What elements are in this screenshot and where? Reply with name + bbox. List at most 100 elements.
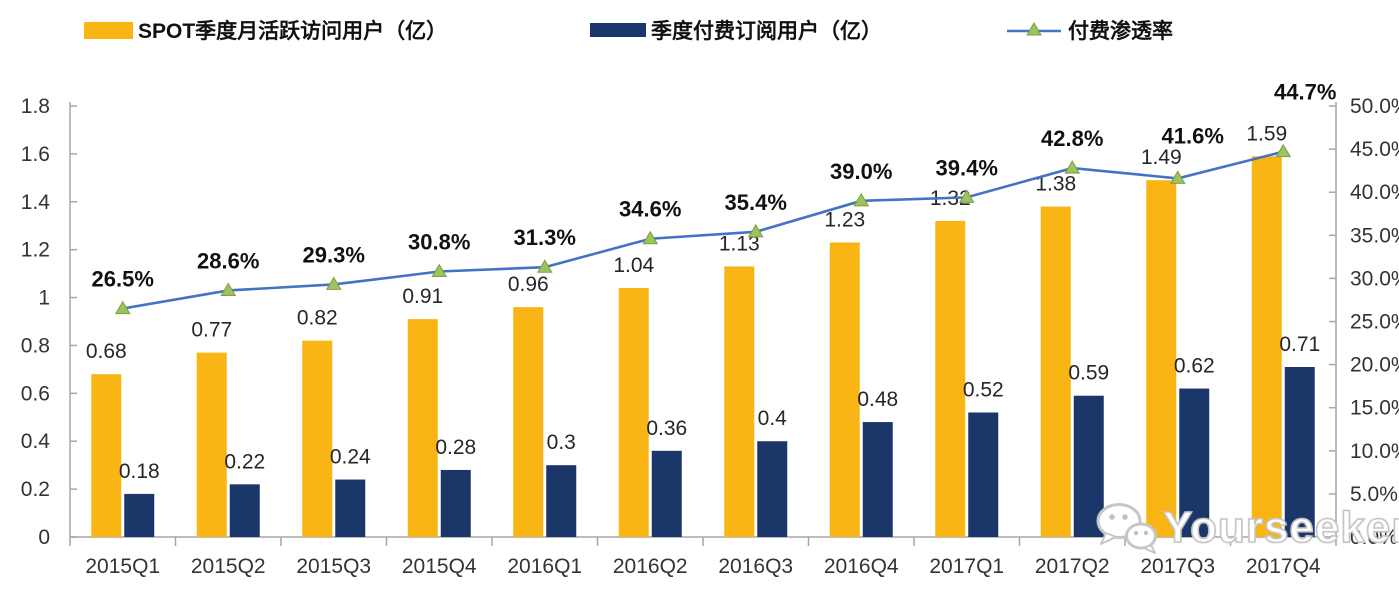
bar-mau <box>196 352 227 537</box>
x-axis-label: 2015Q3 <box>296 555 371 578</box>
x-axis-label: 2017Q3 <box>1140 555 1215 578</box>
left-axis-tick-label: 0.6 <box>21 382 50 405</box>
bar-value-label-mau: 1.23 <box>824 208 865 231</box>
left-axis-tick-label: 0.4 <box>21 430 51 453</box>
bar-value-label-mau: 1.38 <box>1035 173 1076 196</box>
bar-subs <box>651 450 682 537</box>
line-marker-triangle <box>431 263 448 278</box>
penetration-line <box>122 150 1284 310</box>
x-axis-label: 2016Q4 <box>824 555 899 578</box>
legend-item-penetration: 付费渗透率 <box>1005 17 1173 43</box>
penetration-percent-label: 31.3% <box>514 225 576 250</box>
penetration-percent-label: 39.4% <box>936 155 998 180</box>
bar-value-label-subs: 0.36 <box>646 417 687 440</box>
bar-value-label-mau: 0.91 <box>402 285 443 308</box>
right-axis-tick-label: 15.0% <box>1350 397 1399 420</box>
penetration-percent-label: 30.8% <box>408 230 470 255</box>
penetration-percent-label: 41.6% <box>1162 123 1224 148</box>
bar-mau <box>935 220 966 537</box>
bar-subs <box>968 412 999 537</box>
watermark: Yourseeker <box>1093 500 1399 556</box>
bar-subs <box>862 422 893 537</box>
penetration-percent-label: 42.8% <box>1041 126 1103 151</box>
bar-mau <box>618 287 649 537</box>
legend-swatch-mau-bar <box>84 21 133 39</box>
bar-value-label-mau: 0.77 <box>191 319 232 342</box>
penetration-percent-label: 35.4% <box>725 190 787 215</box>
x-axis-label: 2016Q2 <box>613 555 688 578</box>
x-axis-label: 2015Q2 <box>191 555 266 578</box>
right-axis-tick-label: 0.0% <box>1350 526 1398 549</box>
line-marker-triangle <box>1275 143 1292 158</box>
line-marker-triangle <box>536 259 553 273</box>
left-axis-tick-label: 1.2 <box>21 239 50 262</box>
bar-mau <box>724 266 755 537</box>
line-marker-triangle <box>1169 170 1186 184</box>
bar-value-label-subs: 0.3 <box>547 431 576 454</box>
legend-item-mau: SPOT季度月活跃访问用户（亿） <box>84 17 447 43</box>
line-marker-triangle <box>114 300 131 315</box>
right-axis-tick-label: 45.0% <box>1350 138 1399 161</box>
left-axis-tick-label: 1 <box>38 287 50 310</box>
line-marker-triangle <box>1064 160 1081 174</box>
left-axis-tick-label: 1.8 <box>21 95 50 118</box>
penetration-percent-label: 39.0% <box>830 159 892 184</box>
bar-value-label-subs: 0.18 <box>119 460 160 483</box>
watermark-text: Yourseeker <box>1162 502 1399 553</box>
line-marker-triangle <box>220 282 237 296</box>
line-marker-triangle <box>642 230 659 245</box>
x-axis-label: 2016Q1 <box>507 555 582 578</box>
bar-subs <box>229 484 260 537</box>
bar-mau <box>302 340 333 537</box>
line-marker-triangle <box>747 223 764 238</box>
bar-mau <box>1146 180 1177 537</box>
bar-subs <box>1284 366 1315 537</box>
bar-subs <box>335 479 366 537</box>
bar-value-label-mau: 0.68 <box>86 340 127 363</box>
bar-mau <box>407 319 438 537</box>
right-axis-tick-label: 35.0% <box>1350 224 1399 247</box>
bar-mau <box>513 307 544 537</box>
bar-subs <box>757 441 788 537</box>
bar-mau <box>91 374 122 537</box>
bar-value-label-subs: 0.71 <box>1279 333 1320 356</box>
penetration-percent-label: 44.7% <box>1274 80 1336 105</box>
right-axis-tick-label: 5.0% <box>1350 483 1398 506</box>
left-axis-tick-label: 1.4 <box>21 191 51 214</box>
bar-subs <box>1179 388 1210 537</box>
legend-item-subs: 季度付费订阅用户（亿） <box>590 17 882 43</box>
x-axis-label: 2017Q1 <box>929 555 1004 578</box>
x-axis-label: 2017Q4 <box>1246 555 1321 578</box>
x-axis-label: 2015Q4 <box>402 555 477 578</box>
bar-subs <box>440 469 471 537</box>
x-axis-label: 2015Q1 <box>85 555 160 578</box>
bar-value-label-subs: 0.4 <box>758 407 788 430</box>
left-axis-tick-label: 0.2 <box>21 478 50 501</box>
bar-value-label-subs: 0.62 <box>1174 355 1215 378</box>
x-axis-label: 2017Q2 <box>1035 555 1110 578</box>
legend-label-penetration: 付费渗透率 <box>1068 20 1173 43</box>
bar-mau <box>1251 156 1282 538</box>
penetration-percent-label: 26.5% <box>92 267 154 292</box>
legend-label-mau: SPOT季度月活跃访问用户（亿） <box>138 20 448 43</box>
bar-subs <box>124 493 155 537</box>
bar-value-label-mau: 0.96 <box>508 273 549 296</box>
right-axis-tick-label: 10.0% <box>1350 440 1399 463</box>
line-marker-triangle <box>325 276 342 290</box>
penetration-percent-label: 29.3% <box>303 242 365 267</box>
bar-value-label-mau: 0.82 <box>297 307 338 330</box>
x-axis-label: 2016Q3 <box>718 555 793 578</box>
bar-subs <box>546 465 577 537</box>
bar-value-label-subs: 0.22 <box>224 450 265 473</box>
bar-value-label-subs: 0.24 <box>330 446 371 469</box>
right-axis-tick-label: 20.0% <box>1350 354 1399 377</box>
left-axis-tick-label: 0.8 <box>21 334 50 357</box>
legend-label-subs: 季度付费订阅用户（亿） <box>651 20 882 43</box>
left-axis-tick-label: 0 <box>38 526 50 549</box>
line-marker-triangle <box>958 189 975 203</box>
right-axis-tick-label: 40.0% <box>1350 181 1399 204</box>
bar-value-label-mau: 1.59 <box>1246 122 1287 145</box>
bar-value-label-mau: 1.49 <box>1141 146 1182 169</box>
